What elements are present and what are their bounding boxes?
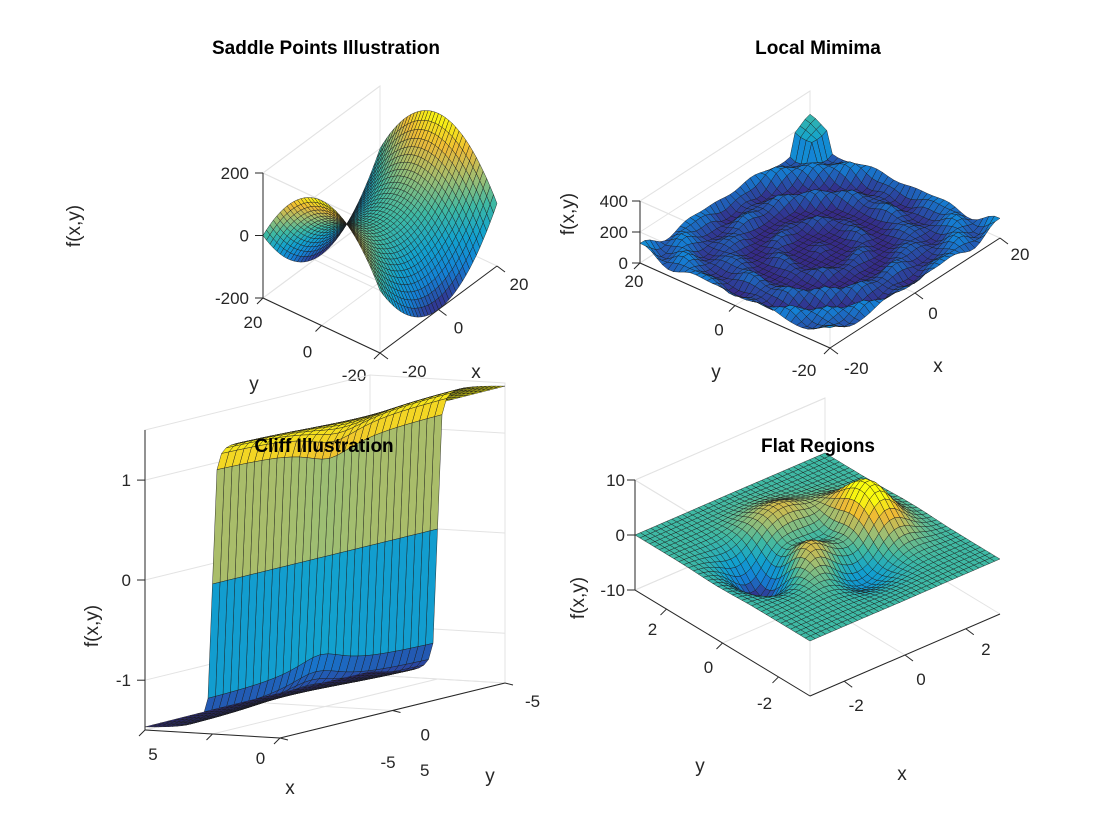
tick-mark [392,710,401,713]
z-tick-label: -10 [600,581,625,600]
surface-patch [804,635,816,642]
z-tick-label: 10 [606,471,625,490]
y-tick-label: 0 [704,658,713,677]
tick-mark [256,297,264,305]
tick-mark [379,352,389,360]
tick-mark [315,325,322,332]
z-axis-label: f(x,y) [64,205,85,247]
tick-mark [633,262,641,270]
y-axis-label: y [711,362,721,383]
tick-mark [728,305,736,312]
panel-cliff: 1 0 -1 5 0 -5 -5 0 5 Cliff Illustration x y f(x,y) [82,374,540,799]
y-tick-label: 2 [648,620,657,639]
x-axis-label: x [933,356,943,377]
y-tick-label: -2 [757,694,772,713]
tick-mark [716,642,723,650]
tick-mark [438,309,447,316]
tick-mark [823,347,831,355]
z-grid-line [639,90,811,202]
z-tick-label: 1 [122,471,131,490]
tick-mark [999,237,1009,245]
tick-mark [373,352,381,360]
tick-mark [496,265,506,273]
surface-patch [144,724,158,728]
y-tick-label: -20 [792,361,817,380]
axes: 10 0 -10 -2 0 2 2 0 -2 [600,471,1001,715]
z-tick-label: 200 [600,223,628,242]
y-tick-label: 0 [303,343,312,362]
floor-grid-line [369,674,506,684]
y-tick-label: 20 [244,313,263,332]
y-tick-label: 0 [421,726,430,745]
surface-patch [824,325,836,329]
tick-mark [965,628,975,636]
x-tick-label: 0 [928,304,937,323]
x-tick-label: -5 [380,753,395,772]
y-axis-label: y [485,766,495,787]
z-tick-label: -1 [116,671,131,690]
tick-mark [660,608,667,616]
panel-title: Saddle Points Illustration [212,38,440,59]
tick-mark [914,292,924,300]
tick-mark [279,737,289,741]
tick-mark [138,729,146,737]
z-tick-label: 400 [600,192,628,211]
surface-mesh [262,110,498,318]
z-tick-label: -200 [215,289,249,308]
y-tick-label: 0 [714,321,723,340]
y-tick-label: -20 [342,366,367,385]
z-tick-label: 0 [619,254,628,273]
tick-mark [829,347,839,355]
z-axis-label: f(x,y) [558,193,579,235]
z-tick-label: 0 [616,526,625,545]
tick-mark [504,682,514,686]
x-axis-label: x [897,764,907,785]
surface-mesh [639,113,1001,330]
x-tick-label: 0 [916,670,925,689]
x-tick-label: 20 [510,275,529,294]
z-grid-line [262,85,381,174]
z-axis-label: f(x,y) [82,605,103,647]
x-tick-label: -2 [849,696,864,715]
axes: 1 0 -1 5 0 -5 -5 0 5 [116,430,540,780]
x-tick-label: 2 [981,640,990,659]
z-tick-label: 0 [240,227,249,246]
y-tick-label: 20 [625,272,644,291]
surface-mesh [144,385,506,728]
x-tick-label: -20 [402,362,427,381]
floor-grid-line [257,702,393,711]
z-grid-line [634,397,826,481]
x-tick-label: 20 [1011,245,1030,264]
surface-mesh [634,452,1001,642]
z-tick-label: 0 [122,571,131,590]
x-tick-label: 5 [148,745,157,764]
tick-mark [843,680,853,688]
x-tick-label: 0 [454,319,463,338]
tick-mark [273,737,281,745]
y-tick-label: -5 [525,692,540,711]
panel-title: Cliff Illustration [254,436,393,457]
z-tick-label: 200 [221,164,249,183]
y-tick-label: 5 [420,761,429,780]
surface-patch [376,281,384,296]
tick-mark [206,733,213,741]
x-axis-label: x [471,362,481,383]
x-axis-label: x [285,778,295,799]
x-tick-label: 0 [256,749,265,768]
z-axis-label: f(x,y) [568,577,589,619]
tick-mark [772,676,779,684]
x-tick-label: -20 [844,359,869,378]
panel-title: Local Mimima [755,38,881,59]
panel-flat-regions: 10 0 -10 -2 0 2 2 0 -2 Flat Regions x y f(x,y) [568,397,1001,785]
y-axis-label: y [249,374,259,395]
panel-title: Flat Regions [761,436,875,457]
tick-mark [904,654,914,662]
y-axis-label: y [695,756,705,777]
